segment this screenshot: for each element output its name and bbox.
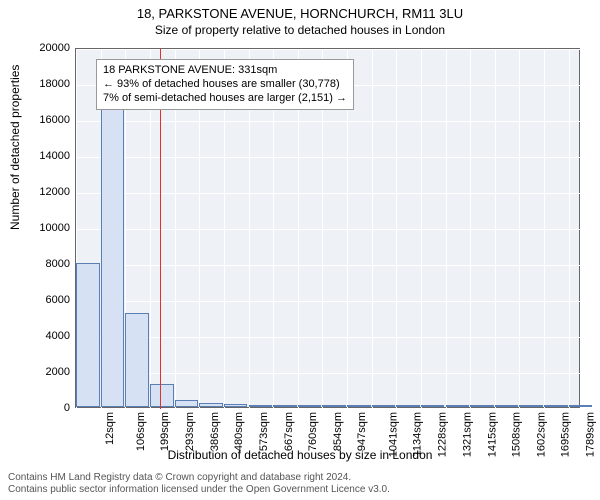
x-tick-label: 199sqm [159,412,171,451]
gridline-h [76,229,581,230]
gridline-v [470,49,471,409]
x-tick-label: 1695sqm [560,412,572,457]
gridline-v [421,49,422,409]
y-tick-label: 20000 [20,42,70,54]
gridline-h [76,265,581,266]
gridline-h [76,301,581,302]
x-tick-label: 947sqm [356,412,368,451]
footer-line2: Contains public sector information licen… [8,484,592,496]
x-tick-label: 1508sqm [510,412,522,457]
gridline-v [544,49,545,409]
gridline-h [76,193,581,194]
x-tick-label: 1041sqm [387,412,399,457]
y-tick-label: 0 [20,402,70,414]
histogram-bar [150,384,174,407]
gridline-h [76,409,581,410]
y-tick-label: 8000 [20,258,70,270]
gridline-h [76,49,581,50]
x-tick-label: 760sqm [307,412,319,451]
histogram-bar [76,263,100,407]
histogram-bar [249,405,273,407]
footer-line1: Contains HM Land Registry data © Crown c… [8,472,592,484]
x-tick-label: 1321sqm [461,412,473,457]
annot-line2: ← 93% of detached houses are smaller (30… [103,78,347,92]
x-tick-label: 12sqm [104,412,116,445]
gridline-h [76,373,581,374]
gridline-v [569,49,570,409]
x-tick-label: 573sqm [258,412,270,451]
gridline-v [372,49,373,409]
x-tick-label: 1134sqm [411,412,423,456]
x-tick-label: 480sqm [233,412,245,451]
x-tick-label: 293sqm [184,412,196,451]
annot-line1: 18 PARKSTONE AVENUE: 331sqm [103,64,347,78]
y-tick-label: 10000 [20,222,70,234]
y-tick-label: 16000 [20,114,70,126]
plot-background: 18 PARKSTONE AVENUE: 331sqm← 93% of deta… [75,48,580,408]
y-tick-label: 18000 [20,78,70,90]
histogram-bar [199,403,223,408]
gridline-v [495,49,496,409]
gridline-h [76,121,581,122]
histogram-bar [396,405,420,407]
gridline-v [519,49,520,409]
gridline-h [76,337,581,338]
histogram-bar [125,313,149,407]
histogram-bar [446,405,470,407]
histogram-bar [224,404,248,407]
histogram-bar [372,405,396,407]
x-tick-label: 1228sqm [437,412,449,457]
y-tick-label: 14000 [20,150,70,162]
histogram-bar [495,405,519,407]
plot-area: 18 PARKSTONE AVENUE: 331sqm← 93% of deta… [75,48,580,408]
annotation-box: 18 PARKSTONE AVENUE: 331sqm← 93% of deta… [96,59,354,110]
y-tick-label: 4000 [20,330,70,342]
footer-text: Contains HM Land Registry data © Crown c… [8,472,592,496]
annot-line3: 7% of semi-detached houses are larger (2… [103,92,347,106]
x-tick-label: 854sqm [332,412,344,451]
histogram-bar [470,405,494,407]
x-tick-label: 667sqm [283,412,295,451]
x-tick-label: 386sqm [209,412,221,451]
gridline-v [446,49,447,409]
chart-container: { "title": "18, PARKSTONE AVENUE, HORNCH… [0,0,600,500]
histogram-bar [347,405,371,407]
histogram-bar [322,405,346,407]
histogram-bar [421,405,445,407]
y-tick-label: 12000 [20,186,70,198]
histogram-bar [101,108,125,407]
histogram-bar [273,405,297,407]
histogram-bar [544,405,568,407]
histogram-bar [175,400,199,407]
histogram-bar [519,405,543,407]
gridline-v [396,49,397,409]
y-tick-label: 6000 [20,294,70,306]
chart-subtitle: Size of property relative to detached ho… [0,21,600,37]
y-tick-label: 2000 [20,366,70,378]
x-tick-label: 106sqm [135,412,147,451]
x-tick-label: 1415sqm [486,412,498,457]
histogram-bar [569,405,593,407]
x-tick-label: 1789sqm [584,412,596,457]
chart-title: 18, PARKSTONE AVENUE, HORNCHURCH, RM11 3… [0,0,600,21]
gridline-h [76,157,581,158]
x-tick-label: 1602sqm [535,412,547,457]
histogram-bar [298,405,322,407]
